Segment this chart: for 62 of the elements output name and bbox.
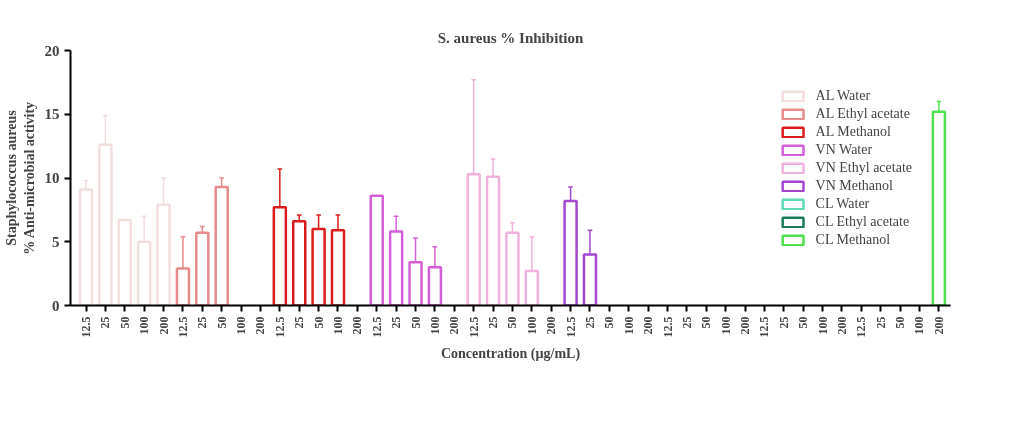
x-tick-label: 100 xyxy=(137,316,152,335)
x-tick-label: 200 xyxy=(931,316,946,335)
x-tick-label: 12.5 xyxy=(79,316,94,338)
legend-label: CL Ethyl acetate xyxy=(815,214,910,230)
x-tick-label: 100 xyxy=(912,316,927,335)
x-tick-label: 12.5 xyxy=(757,316,772,338)
x-tick-label: 50 xyxy=(214,316,229,329)
y-tick-label: 5 xyxy=(52,233,60,250)
x-tick-label: 25 xyxy=(389,316,404,329)
x-tick-label: 200 xyxy=(834,316,849,335)
x-tick-label: 200 xyxy=(641,316,656,335)
x-tick-label: 25 xyxy=(582,316,597,329)
x-tick-label: 200 xyxy=(253,316,268,335)
x-tick-label: 25 xyxy=(873,316,888,329)
y-tick-label: 0 xyxy=(52,297,60,314)
x-tick-label: 25 xyxy=(195,316,210,329)
legend-label: CL Water xyxy=(815,196,870,212)
legend-label: VN Ethyl acetate xyxy=(815,160,912,176)
legend-label: CL Methanol xyxy=(815,232,891,248)
x-tick-label: 12.5 xyxy=(466,316,481,338)
x-tick-label: 50 xyxy=(602,316,617,329)
x-tick-label: 100 xyxy=(234,316,249,335)
legend-label: AL Methanol xyxy=(815,124,891,140)
x-tick-label: 25 xyxy=(486,316,501,329)
x-tick-label: 12.5 xyxy=(854,316,869,338)
x-tick-label: 50 xyxy=(699,316,714,329)
x-tick-label: 200 xyxy=(738,316,753,335)
x-tick-label: 50 xyxy=(796,316,811,329)
legend-label: VN Water xyxy=(815,142,873,158)
legend-label: VN Methanol xyxy=(815,178,893,194)
x-tick-label: 12.5 xyxy=(369,316,384,338)
x-tick-label: 100 xyxy=(427,316,442,335)
x-tick-label: 50 xyxy=(408,316,423,329)
x-tick-label: 200 xyxy=(350,316,365,335)
x-tick-label: 100 xyxy=(330,316,345,335)
x-tick-label: 50 xyxy=(311,316,326,329)
x-tick-label: 12.5 xyxy=(563,316,578,338)
y-tick-label: 15 xyxy=(44,106,60,123)
x-tick-label: 100 xyxy=(718,316,733,335)
x-tick-label: 200 xyxy=(544,316,559,335)
x-axis-title: Concentration (µg/mL) xyxy=(440,345,581,362)
x-tick-label: 50 xyxy=(505,316,520,329)
y-tick-label: 20 xyxy=(44,42,60,59)
x-tick-label: 25 xyxy=(776,316,791,329)
y-axis-title: Staphylococcus aureus % Anti-microbial activity xyxy=(3,101,37,255)
chart-title: S. aureus % Inhibition xyxy=(437,29,584,46)
x-tick-label: 50 xyxy=(893,316,908,329)
x-tick-label: 100 xyxy=(621,316,636,335)
y-tick-label: 10 xyxy=(44,170,60,186)
x-tick-label: 100 xyxy=(815,316,830,335)
x-tick-label: 200 xyxy=(447,316,462,335)
x-tick-label: 12.5 xyxy=(272,316,287,338)
x-tick-label: 12.5 xyxy=(175,316,190,338)
legend-label: AL Ethyl acetate xyxy=(815,106,910,122)
x-tick-label: 12.5 xyxy=(660,316,675,338)
x-tick-label: 100 xyxy=(524,316,539,335)
x-tick-label: 200 xyxy=(156,316,171,335)
legend-label: AL Water xyxy=(815,88,871,104)
x-tick-label: 25 xyxy=(292,316,307,329)
x-tick-label: 25 xyxy=(98,316,113,329)
x-tick-label: 25 xyxy=(679,316,694,329)
x-tick-label: 50 xyxy=(117,316,132,329)
